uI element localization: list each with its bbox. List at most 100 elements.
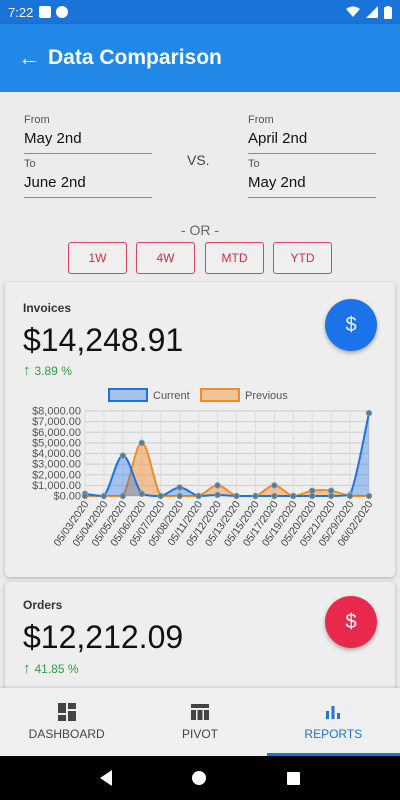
- date-filters: From May 2nd To June 2nd VS. From April …: [0, 92, 400, 282]
- series-line-previous: [85, 441, 369, 498]
- data-point-previous: [309, 487, 316, 494]
- previous-from-label: From: [248, 114, 274, 126]
- y-tick-label: $6,000.00: [32, 427, 81, 439]
- orders-amount: $12,212.09: [23, 619, 184, 655]
- y-tick-label: $8,000.00: [32, 406, 81, 418]
- y-tick-label: $0.00: [53, 491, 81, 503]
- dashboard-icon: [57, 703, 76, 721]
- current-to-value: June 2nd: [24, 170, 152, 198]
- data-point-previous: [195, 492, 202, 500]
- system-back-icon[interactable]: [100, 770, 113, 786]
- y-tick-label: $7,000.00: [32, 416, 81, 428]
- data-point-previous: [365, 492, 373, 500]
- data-point-current: [365, 409, 373, 417]
- data-point-previous: [290, 492, 297, 500]
- data-point-previous: [233, 492, 240, 500]
- nav-reports[interactable]: REPORTS: [266, 688, 400, 756]
- y-tick-label: $4,000.00: [32, 448, 81, 460]
- or-divider: - OR -: [180, 222, 220, 238]
- series-area-current: [85, 413, 369, 496]
- invoices-title: Invoices: [23, 301, 72, 315]
- legend-swatch-previous: [200, 388, 240, 402]
- data-point-current: [327, 492, 335, 500]
- back-arrow-icon[interactable]: ←: [18, 45, 40, 70]
- invoices-chart: $8,000.00$7,000.00$6,000.00$5,000.00$4,0…: [32, 388, 376, 549]
- legend-label-current: Current: [153, 390, 190, 402]
- data-point-current: [309, 492, 316, 500]
- table-icon: [190, 704, 209, 720]
- data-point-previous: [346, 492, 354, 500]
- data-point-current: [271, 492, 278, 500]
- previous-to-field[interactable]: To May 2nd: [248, 158, 376, 198]
- series-area-previous: [85, 442, 369, 496]
- invoices-card: Invoices $14,248.91 ↑ 3.89 % $: [5, 282, 395, 577]
- y-tick-label: $2,000.00: [32, 469, 81, 481]
- data-point-previous: [271, 482, 278, 489]
- current-to-label: To: [24, 158, 36, 170]
- invoices-amount: $14,248.91: [23, 322, 184, 358]
- battery-icon: [384, 5, 392, 19]
- current-from-label: From: [24, 114, 50, 126]
- range-mtd-button[interactable]: MTD: [205, 242, 264, 274]
- y-tick-label: $1,000.00: [32, 480, 81, 492]
- range-4w-button[interactable]: 4W: [136, 242, 195, 274]
- series-line-current: [84, 412, 370, 498]
- data-point-previous: [157, 492, 164, 500]
- current-to-field[interactable]: To June 2nd: [24, 158, 152, 198]
- data-point-previous: [214, 482, 221, 489]
- orders-change-value: 41.85 %: [34, 661, 79, 676]
- orders-dollar-button[interactable]: $: [325, 596, 377, 648]
- data-point-previous: [119, 492, 127, 500]
- y-tick-label: $5,000.00: [32, 437, 81, 449]
- nav-pivot-label: PIVOT: [181, 727, 218, 741]
- data-point-current: [119, 452, 127, 459]
- vs-label: VS.: [187, 152, 210, 168]
- trend-up-icon: ↑: [23, 362, 31, 379]
- orders-title: Orders: [23, 598, 63, 612]
- range-ytd-button[interactable]: YTD: [273, 242, 332, 274]
- signal-icon: [366, 6, 378, 18]
- bottom-navigation: DASHBOARD PIVOT REPORTS: [0, 688, 400, 756]
- data-point-previous: [252, 492, 259, 500]
- current-from-field[interactable]: From May 2nd: [24, 114, 152, 154]
- data-point-current: [214, 491, 221, 499]
- notification-icon: [39, 6, 52, 18]
- y-tick-label: $3,000.00: [32, 459, 81, 471]
- invoices-dollar-button[interactable]: $: [325, 299, 377, 351]
- previous-from-field[interactable]: From April 2nd: [248, 114, 376, 154]
- data-point-previous: [176, 492, 183, 500]
- data-point-previous: [100, 492, 108, 500]
- trend-up-icon: ↑: [23, 660, 31, 677]
- orders-change: ↑ 41.85 %: [23, 660, 79, 677]
- data-point-previous: [81, 492, 89, 500]
- legend-label-previous: Previous: [245, 390, 288, 402]
- data-point-current: [138, 490, 145, 498]
- invoices-change: ↑ 3.89 %: [23, 362, 72, 379]
- data-point-current: [176, 484, 183, 491]
- system-recents-icon[interactable]: [286, 771, 300, 785]
- invoices-change-value: 3.89 %: [34, 363, 72, 378]
- system-navigation-bar: [0, 756, 400, 800]
- legend-swatch-current: [108, 388, 148, 402]
- app-notification-icon: [56, 6, 69, 18]
- data-point-previous: [138, 439, 145, 447]
- current-from-value: May 2nd: [24, 126, 152, 154]
- previous-from-value: April 2nd: [248, 126, 376, 154]
- wifi-icon: [346, 6, 360, 17]
- dollar-icon: $: [345, 610, 357, 633]
- data-point-previous: [327, 487, 335, 494]
- nav-pivot[interactable]: PIVOT: [133, 688, 266, 756]
- status-time: 7:22: [8, 4, 34, 20]
- status-bar: 7:22: [0, 0, 400, 24]
- previous-to-label: To: [248, 158, 260, 170]
- previous-to-value: May 2nd: [248, 170, 376, 198]
- nav-dashboard[interactable]: DASHBOARD: [0, 688, 133, 756]
- nav-dashboard-label: DASHBOARD: [28, 727, 105, 741]
- app-bar: ← Data Comparison: [0, 24, 400, 92]
- system-home-icon[interactable]: [192, 771, 207, 785]
- orders-card: Orders $12,212.09 ↑ 41.85 % $: [5, 582, 395, 702]
- page-title: Data Comparison: [48, 46, 222, 69]
- dollar-icon: $: [345, 313, 357, 336]
- range-1w-button[interactable]: 1W: [68, 242, 127, 274]
- nav-reports-label: REPORTS: [304, 727, 363, 741]
